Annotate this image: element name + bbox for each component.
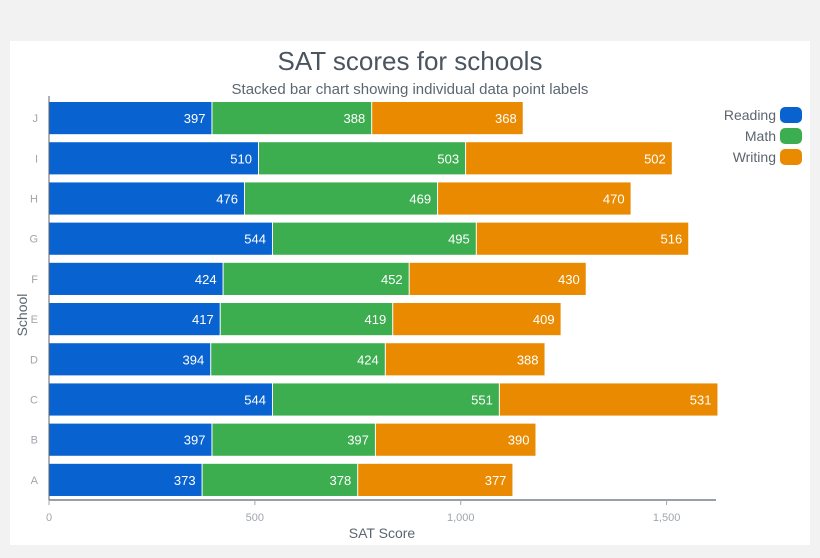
bar-label-reading-f: 424 bbox=[195, 272, 217, 287]
bar-label-writing-e: 409 bbox=[533, 312, 555, 327]
stacked-bar-chart: SAT scores for schools Stacked bar chart… bbox=[14, 46, 802, 541]
bar-label-math-e: 419 bbox=[365, 312, 387, 327]
bar-label-writing-c: 531 bbox=[690, 393, 712, 408]
legend: Reading Math Writing bbox=[724, 107, 802, 165]
bars-group: 373 378 377 397 397 390 544 551 531 394 424 388 417 4… bbox=[48, 96, 718, 500]
x-tick-label: 0 bbox=[46, 512, 52, 524]
bar-math-b bbox=[212, 423, 375, 456]
bar-math-e bbox=[220, 303, 393, 336]
bar-math-c bbox=[272, 383, 499, 416]
x-tick-label: 1,000 bbox=[447, 512, 475, 524]
y-tick-label-j: J bbox=[33, 113, 39, 125]
bar-writing-h bbox=[438, 182, 631, 215]
y-tick-label-h: H bbox=[30, 194, 38, 206]
bar-label-math-a: 378 bbox=[330, 473, 352, 488]
y-tick-label-g: G bbox=[29, 234, 38, 246]
bar-writing-c bbox=[499, 383, 718, 416]
bar-label-math-b: 397 bbox=[347, 433, 369, 448]
x-axis: 0 500 1,000 1,500 bbox=[46, 499, 716, 524]
bar-label-reading-a: 373 bbox=[174, 473, 196, 488]
y-axis-title: School bbox=[14, 294, 30, 337]
legend-label-math: Math bbox=[745, 128, 776, 144]
bar-writing-f bbox=[409, 262, 586, 295]
bar-label-writing-h: 470 bbox=[603, 192, 625, 207]
y-tick-label-i: I bbox=[35, 153, 38, 165]
bar-writing-b bbox=[375, 423, 536, 456]
bar-label-writing-f: 430 bbox=[558, 272, 580, 287]
bar-label-writing-j: 368 bbox=[495, 111, 517, 126]
bar-label-writing-a: 377 bbox=[485, 473, 507, 488]
bar-writing-a bbox=[358, 463, 513, 496]
x-axis-title: SAT Score bbox=[349, 525, 416, 541]
bar-label-reading-j: 397 bbox=[184, 111, 206, 126]
x-tick-label: 1,500 bbox=[653, 512, 681, 524]
legend-swatch-math bbox=[780, 128, 802, 144]
bar-label-reading-g: 544 bbox=[244, 232, 266, 247]
y-tick-labels: A B C D E F G H I J bbox=[29, 113, 38, 487]
legend-label-reading: Reading bbox=[724, 107, 776, 123]
legend-label-writing: Writing bbox=[733, 149, 776, 165]
y-tick-label-f: F bbox=[31, 274, 38, 286]
bar-reading-d bbox=[49, 343, 211, 376]
x-tick-label: 500 bbox=[246, 512, 264, 524]
bar-reading-e bbox=[49, 303, 220, 336]
bar-label-math-j: 388 bbox=[344, 111, 366, 126]
bar-label-math-g: 495 bbox=[448, 232, 470, 247]
bar-label-reading-e: 417 bbox=[192, 312, 214, 327]
legend-swatch-reading bbox=[780, 107, 802, 123]
bar-reading-a bbox=[49, 463, 202, 496]
legend-swatch-writing bbox=[780, 149, 802, 165]
chart-card: SAT scores for schools Stacked bar chart… bbox=[10, 41, 810, 545]
chart-subtitle: Stacked bar chart showing individual dat… bbox=[232, 81, 589, 98]
y-tick-label-c: C bbox=[30, 395, 38, 407]
y-tick-label-e: E bbox=[31, 314, 38, 326]
bar-writing-g bbox=[476, 222, 689, 255]
bar-label-writing-i: 502 bbox=[644, 151, 666, 166]
bar-label-writing-d: 388 bbox=[517, 352, 539, 367]
y-tick-label-b: B bbox=[31, 435, 38, 447]
bar-math-j bbox=[212, 102, 372, 135]
bar-label-math-h: 469 bbox=[409, 192, 431, 207]
bar-label-reading-i: 510 bbox=[230, 151, 252, 166]
bar-math-d bbox=[211, 343, 385, 376]
bar-math-a bbox=[202, 463, 358, 496]
bar-math-i bbox=[258, 142, 466, 175]
bar-writing-i bbox=[466, 142, 672, 175]
bar-label-math-f: 452 bbox=[381, 272, 403, 287]
bar-label-reading-d: 394 bbox=[183, 352, 205, 367]
bar-label-reading-b: 397 bbox=[184, 433, 206, 448]
bar-label-reading-h: 476 bbox=[216, 192, 238, 207]
bar-math-g bbox=[272, 222, 476, 255]
bar-reading-i bbox=[49, 142, 258, 175]
bar-reading-f bbox=[49, 262, 223, 295]
bar-writing-d bbox=[385, 343, 545, 376]
bar-reading-h bbox=[49, 182, 244, 215]
bar-reading-b bbox=[49, 423, 212, 456]
bar-reading-j bbox=[49, 102, 212, 135]
bar-label-reading-c: 544 bbox=[244, 393, 266, 408]
bar-reading-c bbox=[49, 383, 272, 416]
y-tick-label-a: A bbox=[31, 475, 39, 487]
bar-math-h bbox=[244, 182, 438, 215]
chart-title: SAT scores for schools bbox=[278, 46, 543, 76]
bar-reading-g bbox=[49, 222, 272, 255]
bar-label-math-c: 551 bbox=[471, 393, 493, 408]
bar-label-math-d: 424 bbox=[357, 352, 379, 367]
bar-writing-e bbox=[393, 303, 561, 336]
y-tick-label-d: D bbox=[30, 354, 38, 366]
bar-label-writing-g: 516 bbox=[661, 232, 683, 247]
bar-label-math-i: 503 bbox=[437, 151, 459, 166]
bar-math-f bbox=[223, 262, 409, 295]
bar-writing-j bbox=[372, 102, 523, 135]
bar-label-writing-b: 390 bbox=[508, 433, 530, 448]
